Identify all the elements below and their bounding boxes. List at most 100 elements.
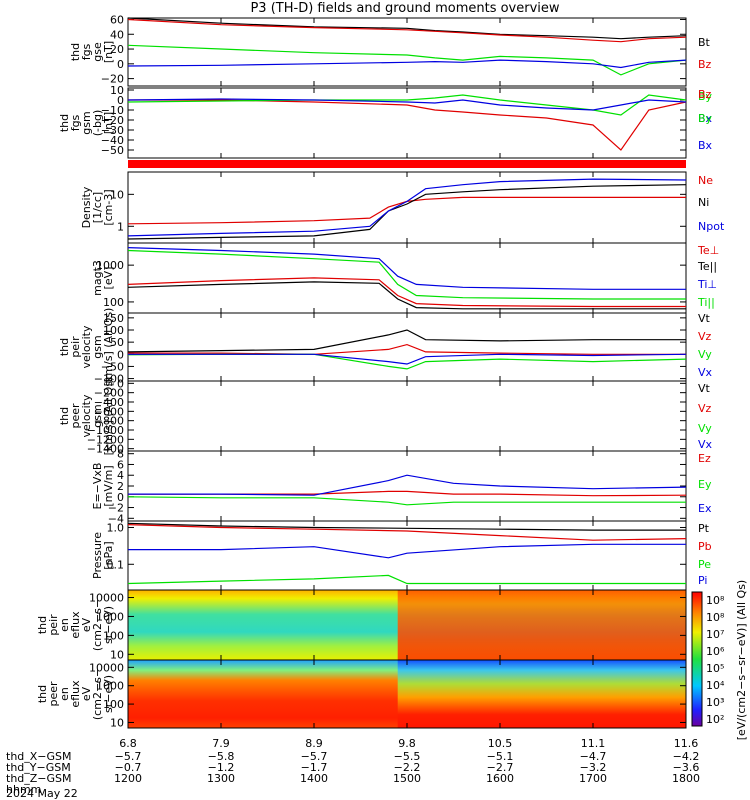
y-axis-label: thd bbox=[36, 616, 49, 634]
y-axis-label: thd bbox=[36, 685, 49, 703]
legend-entry: Pi bbox=[698, 574, 707, 587]
y-axis-label: velocity bbox=[80, 325, 93, 368]
axis-value: 1800 bbox=[672, 772, 700, 785]
legend-entry: Vx bbox=[698, 438, 713, 451]
series-Vz bbox=[128, 343, 686, 355]
axis-value: 1400 bbox=[300, 772, 328, 785]
legend-entry: Vy bbox=[698, 422, 712, 435]
y-axis-label: (cm2−s− bbox=[91, 599, 104, 651]
axis-value: 7.9 bbox=[212, 737, 230, 750]
legend-entry: Ez bbox=[698, 452, 711, 465]
axis-value: −5.1 bbox=[487, 750, 514, 763]
legend-entry: Te⊥ bbox=[697, 244, 719, 257]
y-axis-label: fgs bbox=[80, 43, 93, 60]
series-Ni bbox=[127, 184, 687, 240]
colorbar-tick-label: 10⁸ bbox=[706, 611, 725, 624]
legend-entry: Vt bbox=[698, 312, 711, 325]
y-axis-label: [1/cc] bbox=[91, 192, 104, 223]
y-axis-label: eflux bbox=[69, 611, 82, 639]
colorbar-tick-label: 10⁸ bbox=[706, 594, 725, 607]
axis-value: −4.7 bbox=[580, 750, 607, 763]
plot-title: P3 (TH-D) fields and ground moments over… bbox=[250, 1, 560, 16]
y-axis-label: en bbox=[58, 618, 71, 632]
y-tick-label: 1000 bbox=[96, 610, 124, 623]
legend-entry: Vy bbox=[698, 348, 712, 361]
axis-value: −5.7 bbox=[301, 750, 328, 763]
series-Ti|| bbox=[127, 249, 686, 300]
y-tick-label: 0 bbox=[117, 491, 124, 504]
y-axis-label: gsm bbox=[91, 404, 104, 427]
y-tick-label: 0 bbox=[117, 348, 124, 361]
legend-entry: Te|| bbox=[697, 260, 717, 273]
axis-value: −0.7 bbox=[115, 761, 142, 774]
panel-electron-spectrogram: 10000 1000 100 10 thdpeerenefluxeV(cm2−s−sr−… bbox=[36, 659, 687, 729]
y-axis-label: gsm bbox=[80, 111, 93, 134]
colorbar-gradient bbox=[691, 591, 703, 727]
axis-value: 1700 bbox=[579, 772, 607, 785]
colorbar-label: [eV/(cm2−s−sr−eV)] (All Qs) bbox=[735, 580, 748, 740]
panel-frame bbox=[127, 312, 687, 382]
y-axis-label: thd bbox=[58, 407, 71, 425]
series-Ti⊥ bbox=[127, 247, 686, 290]
y-axis-label: eV bbox=[80, 686, 93, 701]
colorbar-tick-label: 10⁵ bbox=[706, 662, 724, 675]
y-tick-label: −400 bbox=[94, 396, 124, 409]
y-axis-label: gsm bbox=[91, 335, 104, 358]
y-tick-label: −1200 bbox=[87, 433, 124, 446]
y-axis-label: velocity bbox=[80, 394, 93, 437]
y-axis-label: eV bbox=[80, 617, 93, 632]
series-Bz bbox=[128, 99, 687, 151]
y-tick-label: −800 bbox=[94, 415, 124, 428]
y-tick-label: −1000 bbox=[87, 424, 124, 437]
y-tick-label: 1000 bbox=[96, 259, 124, 272]
y-tick-label: 60 bbox=[110, 13, 124, 26]
y-axis-label: [km/s] (All Qs) bbox=[102, 377, 115, 456]
legend-entry: Pb bbox=[698, 540, 712, 553]
y-axis-label: thd bbox=[69, 43, 82, 61]
axis-row-label: thd_Y−GSM bbox=[6, 761, 71, 774]
y-axis-label: peer bbox=[47, 681, 60, 707]
y-axis-label: peir bbox=[47, 614, 60, 636]
legend-entry: Bx bbox=[698, 139, 713, 152]
y-tick-label: 1.0 bbox=[107, 521, 125, 534]
series-Npot bbox=[127, 178, 687, 237]
y-tick-label: −4 bbox=[108, 512, 124, 525]
series-By bbox=[127, 44, 687, 76]
series-Te|| bbox=[127, 281, 686, 310]
series-Bt bbox=[127, 17, 687, 40]
y-axis-label: thd bbox=[58, 338, 71, 356]
legend-entry: Bz bbox=[698, 88, 712, 101]
y-tick-label: 10000 bbox=[89, 592, 124, 605]
y-axis-label: Pressure bbox=[91, 532, 104, 579]
y-axis-label: [eV] bbox=[102, 267, 115, 290]
y-axis-label: en bbox=[58, 687, 71, 701]
y-tick-label: 100 bbox=[103, 629, 124, 642]
axis-value: −4.2 bbox=[673, 750, 700, 763]
y-axis-label: eflux bbox=[69, 680, 82, 708]
colorbar-tick-label: 10⁴ bbox=[706, 679, 725, 692]
colorbar-tick-label: 10⁷ bbox=[706, 628, 724, 641]
y-tick-label: −50 bbox=[101, 144, 124, 157]
series-Bx bbox=[127, 98, 687, 111]
y-tick-label: 2 bbox=[117, 480, 124, 493]
y-tick-label: 20 bbox=[110, 43, 124, 56]
y-axis-label: [nT] bbox=[102, 41, 115, 63]
legend-entry: Bt bbox=[698, 36, 711, 49]
y-tick-label: −40 bbox=[101, 134, 124, 147]
legend-entry: Vz bbox=[698, 330, 712, 343]
y-tick-label: 4 bbox=[117, 469, 124, 482]
y-tick-label: 6 bbox=[117, 458, 124, 471]
axis-row-label: thd_X−GSM bbox=[6, 750, 72, 763]
axis-value: 11.1 bbox=[581, 737, 606, 750]
spectrogram-fill-late bbox=[397, 660, 686, 728]
legend-entry: Ti|| bbox=[697, 296, 715, 309]
panel-ion-spectrogram: 10000 1000 100 10 thdpeirenefluxeV(cm2−s−sr−… bbox=[36, 589, 687, 661]
y-axis-label: (cm2−s− bbox=[91, 668, 104, 720]
y-tick-label: −1400 bbox=[87, 443, 124, 456]
legend-entry: Ne bbox=[698, 174, 713, 187]
legend-entry: By bbox=[698, 112, 713, 125]
y-tick-label: −50 bbox=[101, 360, 124, 373]
series-Pi bbox=[128, 543, 686, 559]
